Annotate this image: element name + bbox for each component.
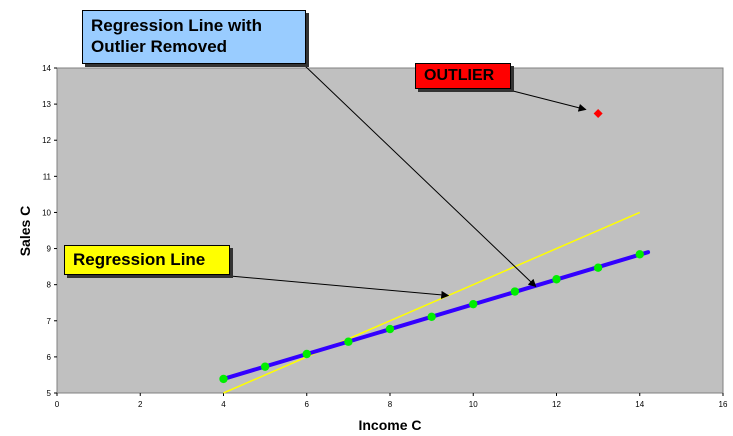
x-tick-label: 10: [469, 400, 478, 409]
x-tick-label: 6: [305, 400, 310, 409]
data-point: [469, 299, 478, 309]
callout-outlier-removed-line-1: Regression Line with: [91, 16, 262, 35]
annotation-arrow-outlier: [512, 90, 587, 112]
x-tick-label: 12: [552, 400, 561, 409]
y-tick-label: 9: [47, 245, 52, 254]
annotation-arrows: [229, 63, 587, 299]
x-tick-label: 14: [635, 400, 644, 409]
y-tick-label: 14: [42, 64, 51, 73]
y-tick-label: 12: [42, 136, 51, 145]
callout-outlier-removed-line-2: Outlier Removed: [91, 37, 228, 56]
x-axis-title: Income C: [358, 417, 421, 433]
data-point: [219, 374, 228, 384]
x-tick-label: 16: [719, 400, 728, 409]
y-tick-label: 7: [47, 317, 52, 326]
annotation-arrow-removed: [302, 63, 537, 288]
outlier-point: [593, 109, 603, 118]
data-point: [344, 337, 353, 346]
regression-line-outlier-removed: [221, 250, 651, 381]
y-tick-label: 5: [47, 389, 52, 398]
y-axis-title: Sales C: [17, 206, 33, 257]
callout-outlier: OUTLIER: [415, 63, 511, 89]
y-tick-label: 8: [47, 281, 52, 290]
annotation-arrow-regression: [229, 275, 450, 299]
data-series: [219, 109, 651, 394]
y-tick-label: 11: [43, 172, 52, 181]
x-tick-label: 0: [55, 400, 60, 409]
x-tick-label: 8: [388, 400, 393, 409]
plot-area: [56, 67, 724, 394]
y-tick-label: 10: [42, 208, 51, 217]
data-point: [427, 312, 436, 322]
data-point: [385, 324, 395, 334]
axes: 0 2 4 6 8 10 12 14 16 5 6 7 8 9 10 11 12 13 14: [42, 64, 728, 409]
callout-regression-line: Regression Line: [64, 245, 230, 275]
data-point: [593, 263, 603, 272]
y-tick-label: 6: [47, 353, 52, 362]
data-point: [635, 250, 644, 259]
y-tick-label: 13: [42, 100, 51, 109]
x-tick-label: 4: [221, 400, 226, 409]
data-point: [302, 349, 311, 359]
x-tick-label: 2: [138, 400, 143, 409]
data-point: [552, 275, 561, 284]
callout-outlier-removed: Regression Line with Outlier Removed: [82, 10, 306, 64]
regression-line: [223, 211, 641, 394]
data-point: [510, 287, 520, 296]
data-point: [260, 362, 270, 371]
